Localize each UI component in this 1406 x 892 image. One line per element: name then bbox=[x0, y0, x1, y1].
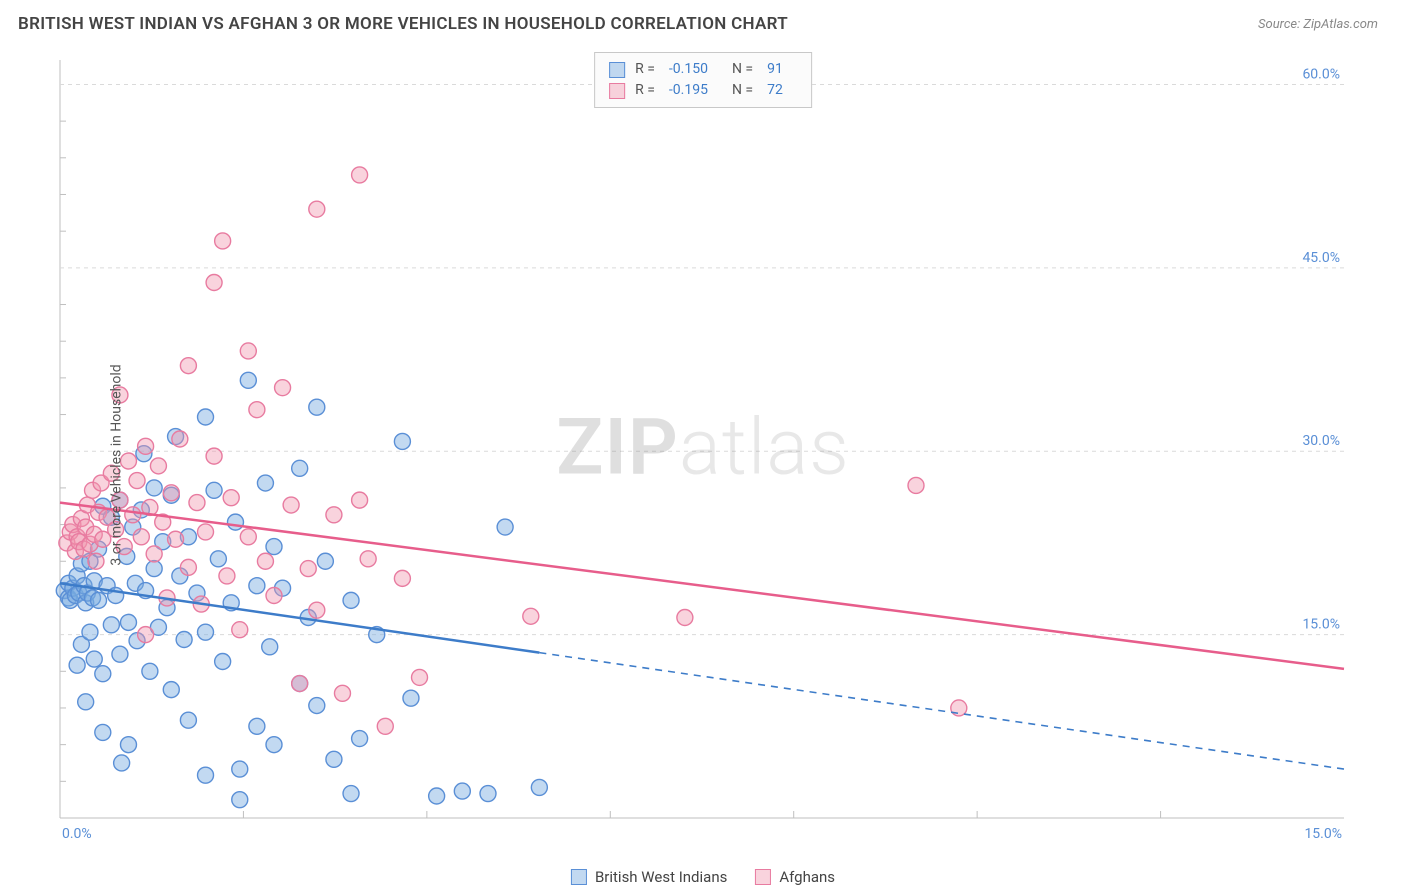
y-axis-label: 3 or more Vehicles in Household bbox=[109, 364, 125, 565]
svg-text:15.0%: 15.0% bbox=[1304, 826, 1342, 838]
chart-title: BRITISH WEST INDIAN VS AFGHAN 3 OR MORE … bbox=[18, 14, 788, 34]
legend-series-name: British West Indians bbox=[595, 868, 727, 886]
chart-container: 3 or more Vehicles in Household 15.0% 30.… bbox=[18, 48, 1388, 882]
svg-text:45.0%: 45.0% bbox=[1302, 250, 1340, 266]
legend-swatch bbox=[609, 62, 625, 78]
legend-row: R = -0.150 N = 91 bbox=[609, 59, 797, 80]
r-label: R = bbox=[635, 80, 655, 101]
svg-text:15.0%: 15.0% bbox=[1302, 617, 1340, 633]
legend-swatch bbox=[609, 83, 625, 99]
r-value: -0.195 bbox=[669, 80, 708, 101]
legend-row: R = -0.195 N = 72 bbox=[609, 80, 797, 101]
n-label: N = bbox=[732, 80, 753, 101]
scatter-chart: 15.0% 30.0% 45.0% 60.0% 0.0% 15.0% bbox=[18, 48, 1348, 838]
legend-swatch bbox=[755, 869, 771, 885]
n-label: N = bbox=[732, 59, 753, 80]
legend-item: Afghans bbox=[755, 868, 835, 886]
chart-header: BRITISH WEST INDIAN VS AFGHAN 3 OR MORE … bbox=[0, 0, 1406, 44]
legend-series-name: Afghans bbox=[779, 868, 835, 886]
series-legend: British West Indians Afghans bbox=[571, 868, 835, 886]
svg-text:30.0%: 30.0% bbox=[1302, 433, 1340, 449]
correlation-legend: R = -0.150 N = 91 R = -0.195 N = 72 bbox=[594, 52, 812, 108]
r-label: R = bbox=[635, 59, 655, 80]
n-value: 72 bbox=[767, 80, 783, 101]
legend-swatch bbox=[571, 869, 587, 885]
source-attribution: Source: ZipAtlas.com bbox=[1258, 17, 1378, 32]
r-value: -0.150 bbox=[669, 59, 708, 80]
legend-item: British West Indians bbox=[571, 868, 727, 886]
svg-text:60.0%: 60.0% bbox=[1302, 66, 1340, 82]
n-value: 91 bbox=[767, 59, 783, 80]
svg-text:0.0%: 0.0% bbox=[62, 826, 92, 838]
